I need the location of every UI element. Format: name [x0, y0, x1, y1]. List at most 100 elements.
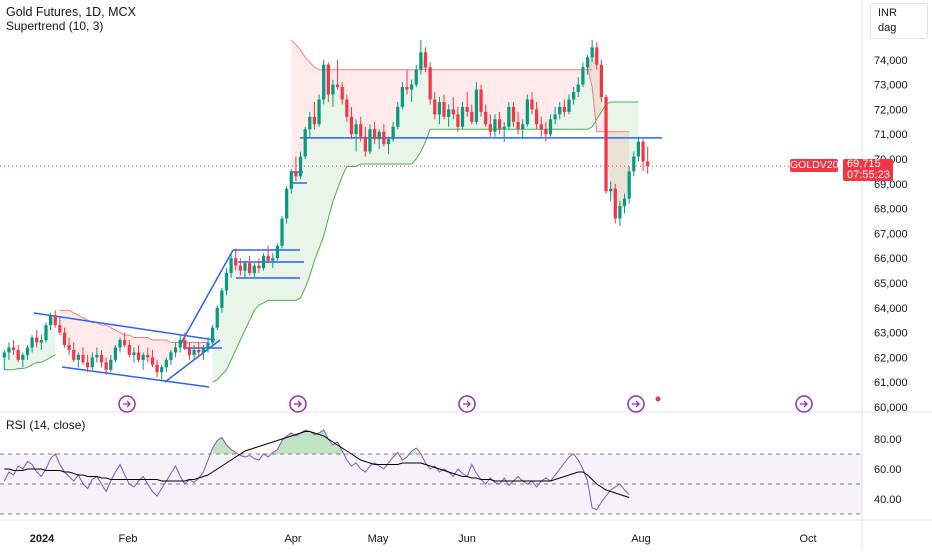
candle-body: [488, 124, 492, 132]
candle-body: [261, 255, 266, 269]
candle-body: [326, 64, 330, 95]
candle-body: [160, 367, 164, 373]
candle-body: [335, 84, 340, 88]
supertrend-up-line: [212, 101, 639, 383]
supertrend-down-line: [587, 67, 630, 133]
candle: [636, 136, 641, 162]
candle-body: [252, 265, 256, 274]
candle-body: [123, 340, 127, 345]
candle-body: [632, 156, 636, 172]
supertrend-up-fill: [212, 51, 639, 383]
candle: [474, 82, 479, 125]
candle: [414, 64, 418, 88]
price-tick-label: 61,000: [874, 377, 908, 389]
candle-body: [238, 265, 242, 271]
candle-body: [456, 114, 460, 127]
candle: [294, 156, 298, 182]
candle: [271, 253, 275, 269]
candle: [345, 94, 349, 122]
candle-body: [391, 126, 395, 140]
candle: [447, 104, 451, 127]
candle: [113, 345, 118, 363]
candle-body: [548, 119, 553, 135]
rsi-ma-line: [4, 431, 630, 498]
time-tick-label: 2024: [30, 533, 55, 545]
candle: [234, 248, 238, 271]
candle: [359, 116, 363, 142]
candle: [391, 121, 395, 142]
price-tick-label: 67,000: [874, 228, 908, 240]
price-tick-label: 74,000: [874, 55, 908, 67]
candle: [25, 345, 30, 360]
time-tick-label: Apr: [284, 533, 301, 545]
candle-body: [243, 263, 247, 271]
candle: [646, 146, 650, 174]
candle-body: [511, 106, 516, 122]
event-arrow-icon: [800, 400, 808, 408]
candle: [48, 312, 53, 331]
candle-body: [266, 255, 270, 261]
trendline: [179, 249, 234, 346]
candle: [280, 216, 284, 249]
candle-body: [460, 106, 465, 127]
candle: [581, 62, 585, 88]
candle-body: [530, 99, 534, 110]
candle: [488, 114, 492, 137]
price-tick-label: 60,000: [874, 402, 908, 414]
candle: [576, 77, 580, 97]
candle-body: [474, 89, 479, 122]
candle-body: [442, 101, 446, 117]
candle: [609, 181, 613, 202]
event-arrow-icon: [123, 400, 131, 408]
candle-body: [400, 87, 404, 107]
supertrend-legend[interactable]: Supertrend (10, 3): [6, 19, 104, 33]
candle-body: [95, 354, 99, 358]
candle-body: [516, 121, 520, 130]
currency-unit-selector[interactable]: INR dag: [870, 3, 928, 39]
candle-body: [178, 340, 182, 348]
candle: [243, 260, 247, 279]
candle-body: [646, 161, 650, 167]
candle-body: [641, 141, 645, 162]
candle: [123, 332, 127, 348]
candle-body: [197, 349, 201, 353]
candle-body: [497, 119, 502, 130]
candle: [479, 84, 483, 117]
candle: [155, 359, 159, 378]
time-tick-label: May: [368, 533, 389, 545]
candle: [90, 352, 94, 370]
candle-body: [539, 124, 543, 130]
candle: [507, 101, 511, 130]
candle-body: [173, 347, 178, 353]
rsi-band: [0, 454, 862, 514]
price-tick-label: 68,000: [874, 204, 908, 216]
symbol-title[interactable]: Gold Futures, 1D, MCX: [6, 5, 136, 19]
candle: [312, 101, 317, 130]
candle: [419, 39, 423, 75]
rsi-legend[interactable]: RSI (14, close): [6, 418, 86, 432]
candle: [30, 335, 34, 353]
rsi-tick-label: 60.00: [874, 464, 902, 476]
candle: [275, 243, 280, 261]
supertrend-down-line: [290, 39, 593, 71]
candle: [257, 258, 261, 274]
candle: [99, 349, 104, 368]
candle-body: [567, 99, 571, 112]
candle: [173, 342, 178, 358]
time-tick-label: Aug: [631, 533, 651, 545]
supertrend-down-fill: [587, 51, 630, 214]
candle-body: [210, 327, 215, 343]
candle: [502, 121, 506, 142]
candle-body: [132, 352, 136, 355]
candle-body: [382, 131, 386, 145]
candle-body: [553, 114, 557, 120]
candle-body: [618, 206, 622, 219]
candle: [382, 124, 386, 147]
candle-body: [118, 340, 122, 348]
candle: [465, 92, 469, 117]
candle-body: [636, 141, 641, 157]
candle-body: [201, 347, 205, 353]
candle-body: [164, 359, 168, 368]
